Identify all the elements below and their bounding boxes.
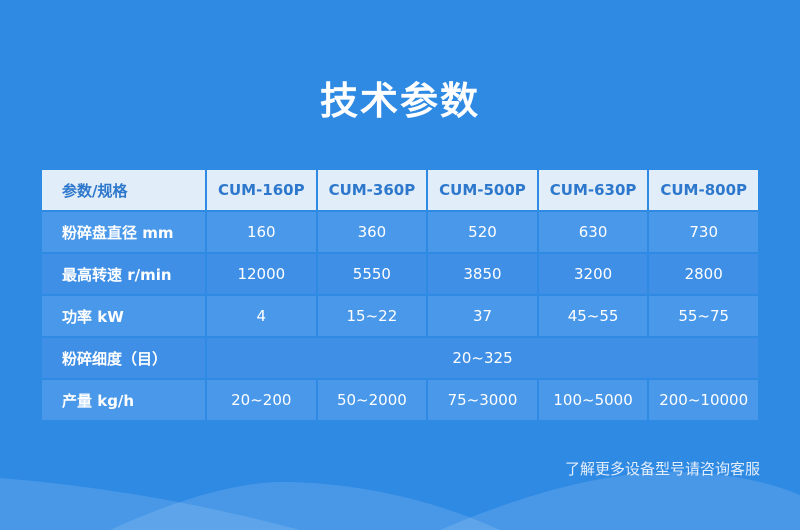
- cell: 5550: [315, 252, 429, 296]
- footer-note: 了解更多设备型号请咨询客服: [564, 460, 760, 478]
- table-row: 最高转速 r/min 12000 5550 3850 3200 2800: [40, 252, 760, 296]
- cell: 630: [536, 210, 650, 254]
- cell: 2800: [647, 252, 760, 296]
- row-label: 产量 kg/h: [40, 378, 207, 422]
- cell: 50~2000: [315, 378, 429, 422]
- cell: 730: [647, 210, 760, 254]
- row-label: 粉碎盘直径 mm: [40, 210, 207, 254]
- merged-cell: 20~325: [205, 336, 760, 380]
- cell: 4: [205, 294, 318, 338]
- cell: 3200: [536, 252, 650, 296]
- table-row: 功率 kW 4 15~22 37 45~55 55~75: [40, 294, 760, 338]
- table-row: 粉碎细度（目） 20~325: [40, 336, 760, 380]
- row-label: 最高转速 r/min: [40, 252, 207, 296]
- row-label: 功率 kW: [40, 294, 207, 338]
- header-model: CUM-630P: [536, 168, 650, 212]
- header-param: 参数/规格: [40, 168, 207, 212]
- cell: 55~75: [647, 294, 760, 338]
- cell: 37: [426, 294, 539, 338]
- row-label: 粉碎细度（目）: [40, 336, 207, 380]
- page-title: 技术参数: [319, 79, 480, 123]
- cell: 200~10000: [647, 378, 760, 422]
- cell: 75~3000: [426, 378, 539, 422]
- header-model: CUM-160P: [205, 168, 318, 212]
- header-model: CUM-500P: [426, 168, 539, 212]
- cell: 12000: [205, 252, 318, 296]
- cell: 3850: [426, 252, 539, 296]
- table-header-row: 参数/规格 CUM-160P CUM-360P CUM-500P CUM-630…: [40, 168, 760, 212]
- table-row: 产量 kg/h 20~200 50~2000 75~3000 100~5000 …: [40, 378, 760, 422]
- cell: 160: [205, 210, 318, 254]
- cell: 20~200: [205, 378, 318, 422]
- cell: 520: [426, 210, 539, 254]
- spec-table: 参数/规格 CUM-160P CUM-360P CUM-500P CUM-630…: [40, 168, 760, 422]
- header-model: CUM-360P: [315, 168, 429, 212]
- cell: 45~55: [536, 294, 650, 338]
- table-row: 粉碎盘直径 mm 160 360 520 630 730: [40, 210, 760, 254]
- header-model: CUM-800P: [647, 168, 760, 212]
- cell: 360: [315, 210, 429, 254]
- cell: 100~5000: [536, 378, 650, 422]
- cell: 15~22: [315, 294, 429, 338]
